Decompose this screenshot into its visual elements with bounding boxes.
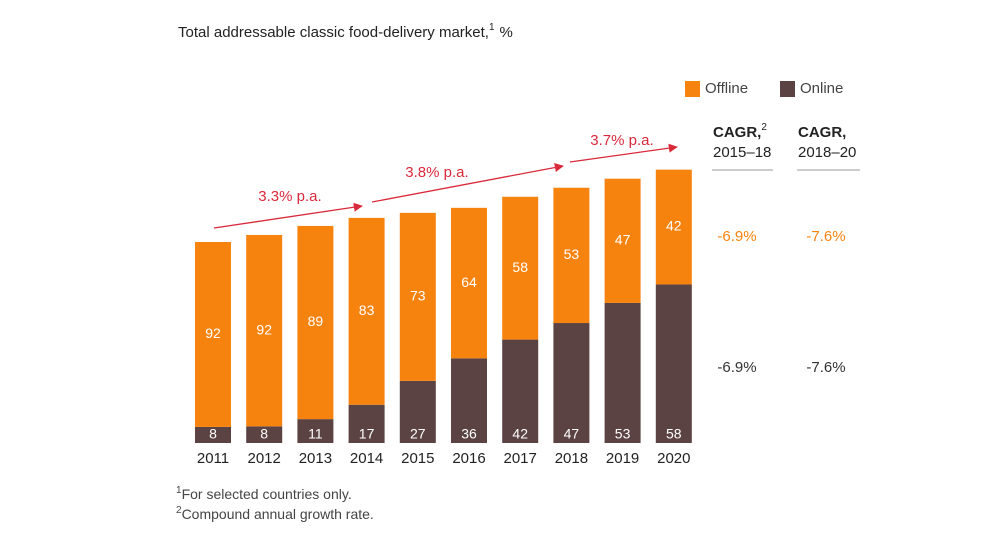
x-tick-label: 2017 [504,450,537,467]
cagr-label: CAGR, [713,124,761,141]
annotation: 3.8% p.a. [405,164,468,181]
bar-segment [348,404,385,443]
cagr-label: CAGR, [798,124,846,141]
bar-segment [604,178,641,303]
cagr-header: CAGR, [798,124,846,141]
footnote: 2Compound annual growth rate. [176,505,374,522]
value-label: 42 [666,218,682,234]
value-label: 27 [410,426,426,442]
bar-segment [655,284,692,443]
x-tick-label: 2020 [657,450,690,467]
value-label: 47 [615,232,631,248]
value-label: 47 [564,426,580,442]
value-label: 73 [410,288,426,304]
bar-segment [297,225,334,420]
arrow [371,163,564,203]
cagr-value: -7.6% [806,359,845,376]
x-tick-label: 2019 [606,450,639,467]
cagr-period: 2015–18 [713,144,771,161]
arrow [569,143,678,163]
cagr-value: -7.6% [806,228,845,245]
bar-segment [604,302,641,443]
bar-segment [399,380,436,443]
title-sup: 1 [489,22,495,33]
value-label: 92 [205,325,221,341]
cagr-value: -6.9% [717,359,756,376]
bar-segment [451,207,487,359]
footnote-text: Compound annual growth rate. [182,506,374,522]
value-label: 8 [260,426,268,442]
value-label: 64 [461,274,477,290]
value-label: 92 [256,321,272,337]
bar-segment [451,358,487,443]
value-label: 17 [359,426,375,442]
bar-segment [246,234,283,427]
bar-segment [553,187,590,324]
value-label: 89 [308,313,324,329]
value-label: 83 [359,302,375,318]
bar-segment [655,169,692,285]
bar-segment [195,426,231,443]
bar-segment [502,196,539,340]
footnote: 1For selected countries only. [176,485,352,502]
title-text: Total addressable classic food-delivery … [178,24,489,41]
value-label: 58 [666,426,682,442]
x-tick-label: 2014 [350,450,383,467]
bar-segment [553,323,590,443]
x-tick-label: 2018 [555,450,588,467]
cagr-sup: 2 [761,122,767,133]
cagr-period: 2018–20 [798,144,856,161]
value-label: 11 [308,426,323,442]
bar-segment [246,426,283,443]
bar-segment [195,242,231,427]
arrow [213,202,363,229]
legend-label: Offline [705,80,748,97]
bar-segment [502,339,539,443]
cagr-header: CAGR,2 [713,122,767,141]
bar-segment [297,419,334,443]
value-label: 36 [461,426,477,442]
x-tick-label: 2013 [299,450,332,467]
x-tick-label: 2012 [248,450,281,467]
footnote-text: For selected countries only. [182,486,352,502]
legend-swatch [780,81,795,97]
annotation: 3.3% p.a. [258,188,321,205]
trend-arrows [213,143,678,229]
value-label: 53 [564,246,580,262]
bar-segment [399,212,436,381]
value-label: 53 [615,426,631,442]
legend-label: Online [800,80,843,97]
annotation: 3.7% p.a. [590,132,653,149]
chart-title: Total addressable classic food-delivery … [178,22,513,41]
cagr-value: -6.9% [717,228,756,245]
footnote-mark: 2 [176,505,182,516]
x-tick-label: 2011 [197,450,229,467]
title-unit: % [500,24,513,41]
legend-swatch [685,81,700,97]
value-label: 58 [512,259,528,275]
bar-segment [348,217,385,405]
x-tick-label: 2015 [401,450,434,467]
footnote-mark: 1 [176,485,182,496]
value-label: 8 [209,426,217,442]
x-tick-label: 2016 [452,450,485,467]
value-label: 42 [512,426,528,442]
